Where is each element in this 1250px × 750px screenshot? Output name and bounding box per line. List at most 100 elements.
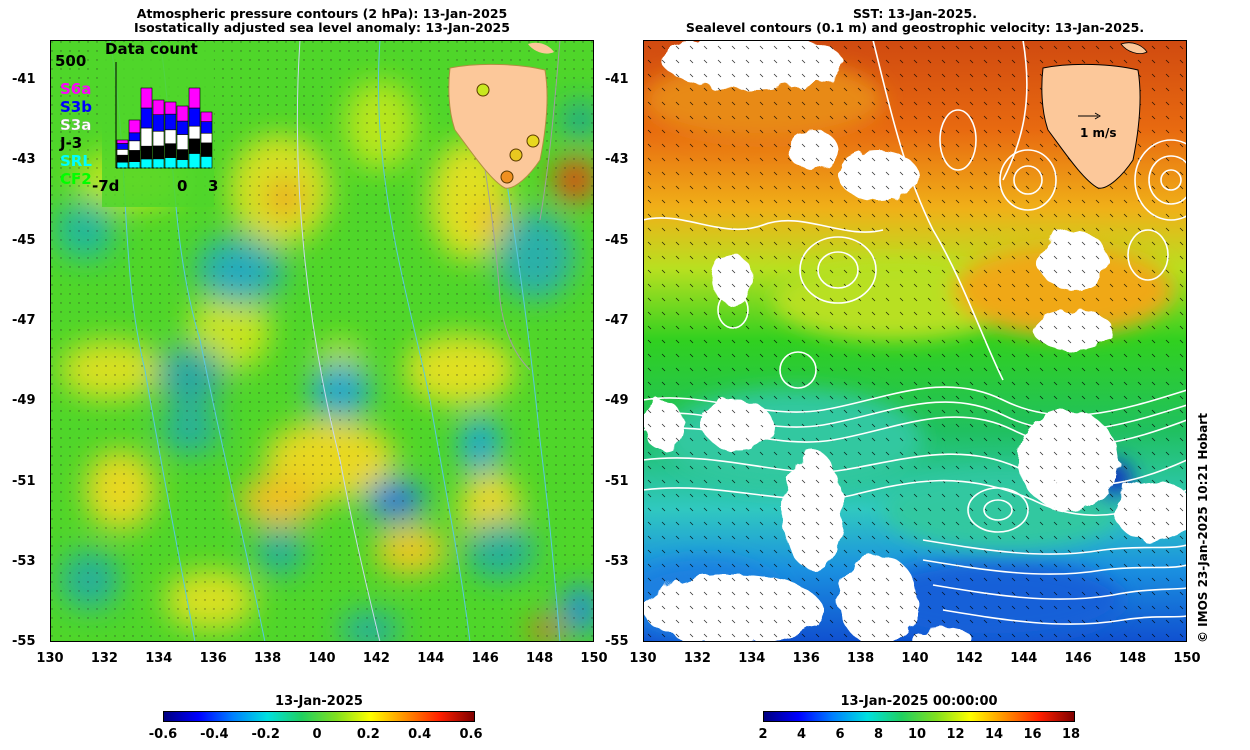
inset-bar-segment [176, 120, 189, 135]
inset-bar-segment [152, 114, 165, 132]
credit-text: © IMOS 23-Jan-2025 10:21 Hobart [1196, 413, 1210, 643]
lon-tick-label: 138 [847, 651, 875, 666]
lon-tick-label: 142 [955, 651, 983, 666]
tasmania-land-right [1041, 63, 1141, 189]
tide-gauge-marker [476, 83, 490, 97]
lon-tick-label: 136 [199, 651, 227, 666]
inset-bar-segment [152, 158, 165, 169]
colorbar-tick-label: 4 [796, 727, 807, 742]
inset-y-max-label: 500 [55, 52, 86, 70]
lat-tick-label: -41 [605, 72, 629, 87]
right-title: SST: 13-Jan-2025. Sealevel contours (0.1… [643, 7, 1187, 35]
lat-tick-label: -55 [12, 634, 36, 650]
lon-tick-label: 142 [362, 651, 390, 666]
inset-x-label-zero: 0 [177, 177, 187, 195]
inset-legend-label: CF2 [60, 170, 92, 188]
inset-bar-segment [140, 127, 153, 147]
lon-tick-label: 136 [792, 651, 820, 666]
inset-bar-segment [164, 113, 177, 131]
inset-bar-segment [188, 153, 201, 169]
lon-tick-label: 138 [254, 651, 282, 666]
inset-bars [116, 87, 213, 169]
lon-tick-label: 134 [145, 651, 173, 666]
inset-bar-segment [152, 145, 165, 160]
lat-tick-label: -41 [12, 72, 36, 87]
lon-tick-label: 144 [1010, 651, 1038, 666]
lon-tick-label: 146 [1064, 651, 1092, 666]
inset-bar-segment [128, 150, 141, 162]
inset-bar-segment [200, 142, 213, 157]
inset-bar-segment [116, 139, 129, 144]
colorbar-tick-label: -0.2 [251, 727, 280, 742]
lon-tick-label: 148 [1119, 651, 1147, 666]
inset-legend-label: J-3 [59, 134, 82, 152]
colorbar-tick-label: 10 [907, 727, 927, 742]
inset-bar-segment [128, 161, 141, 169]
tide-gauge-marker [526, 134, 540, 148]
inset-bar-segment [176, 159, 189, 169]
lat-tick-label: -49 [12, 393, 36, 409]
inset-title: Data count [105, 40, 198, 58]
inset-bar-segment [176, 105, 189, 122]
colorbar-right [763, 711, 1075, 722]
inset-bar-segment [164, 101, 177, 115]
left-title: Atmospheric pressure contours (2 hPa): 1… [50, 7, 594, 35]
colorbar-tick-label: 18 [1061, 727, 1081, 742]
colorbar-tick-label: 2 [758, 727, 768, 742]
lon-tick-label: 130 [629, 651, 657, 666]
lat-tick-label: -55 [605, 634, 629, 650]
inset-bar-segment [164, 129, 177, 144]
colorbar-right-title: 13-Jan-2025 00:00:00 [840, 694, 998, 709]
lon-tick-label: 132 [90, 651, 118, 666]
colorbar-tick-label: 14 [984, 727, 1004, 742]
inset-bar-segment [200, 111, 213, 122]
inset-bar-segment [200, 156, 213, 169]
tasmania-land [448, 63, 548, 189]
inset-bar-segment [128, 119, 141, 134]
colorbar-tick-label: 0.4 [408, 727, 432, 742]
lat-tick-label: -51 [605, 473, 629, 489]
inset-bar-segment [152, 99, 165, 116]
lon-tick-label: 140 [901, 651, 929, 666]
colorbar-tick-label: 8 [873, 727, 884, 742]
inset-legend-label: S3a [60, 116, 91, 134]
colorbar-tick-label: 16 [1023, 727, 1042, 742]
inset-x-label-start: -7d [92, 177, 119, 195]
inset-bar-segment [200, 132, 213, 144]
colorbar-left-title: 13-Jan-2025 [275, 694, 363, 709]
inset-bar-segment [176, 134, 189, 150]
lon-tick-label: 146 [471, 651, 499, 666]
inset-bar-segment [116, 143, 129, 150]
lat-tick-label: -51 [12, 473, 36, 489]
inset-bar-segment [188, 87, 201, 109]
inset-bar-segment [176, 149, 189, 160]
lat-tick-label: -43 [605, 152, 629, 168]
lon-tick-label: 140 [308, 651, 336, 666]
lon-tick-label: 148 [526, 651, 554, 666]
colorbar-tick-label: -0.6 [148, 727, 178, 742]
colorbar-tick-label: -0.4 [200, 727, 229, 742]
lon-tick-label: 150 [580, 651, 608, 666]
sst-map: 1 m/s [643, 40, 1187, 642]
inset-legend-label: SRL [60, 152, 92, 170]
right-title-line1: SST: 13-Jan-2025. [853, 6, 977, 21]
lon-tick-label: 150 [1173, 651, 1201, 666]
inset-bar-segment [140, 158, 153, 169]
colorbar-tick-label: 0 [312, 727, 322, 742]
tide-gauge-marker [509, 148, 523, 162]
inset-x-label-end: 3 [208, 177, 218, 195]
left-title-line1: Atmospheric pressure contours (2 hPa): 1… [136, 6, 508, 21]
inset-bar-segment [188, 125, 201, 140]
inset-bar-segment [140, 107, 153, 129]
tide-gauge-marker [500, 170, 514, 184]
colorbar-left [163, 711, 475, 722]
lon-tick-label: 132 [683, 651, 711, 666]
lon-tick-label: 134 [738, 651, 766, 666]
lat-tick-label: -43 [12, 152, 36, 168]
left-title-line2: Isostatically adjusted sea level anomaly… [134, 20, 510, 35]
inset-bar-segment [164, 157, 177, 169]
inset-bar-segment [116, 154, 129, 163]
